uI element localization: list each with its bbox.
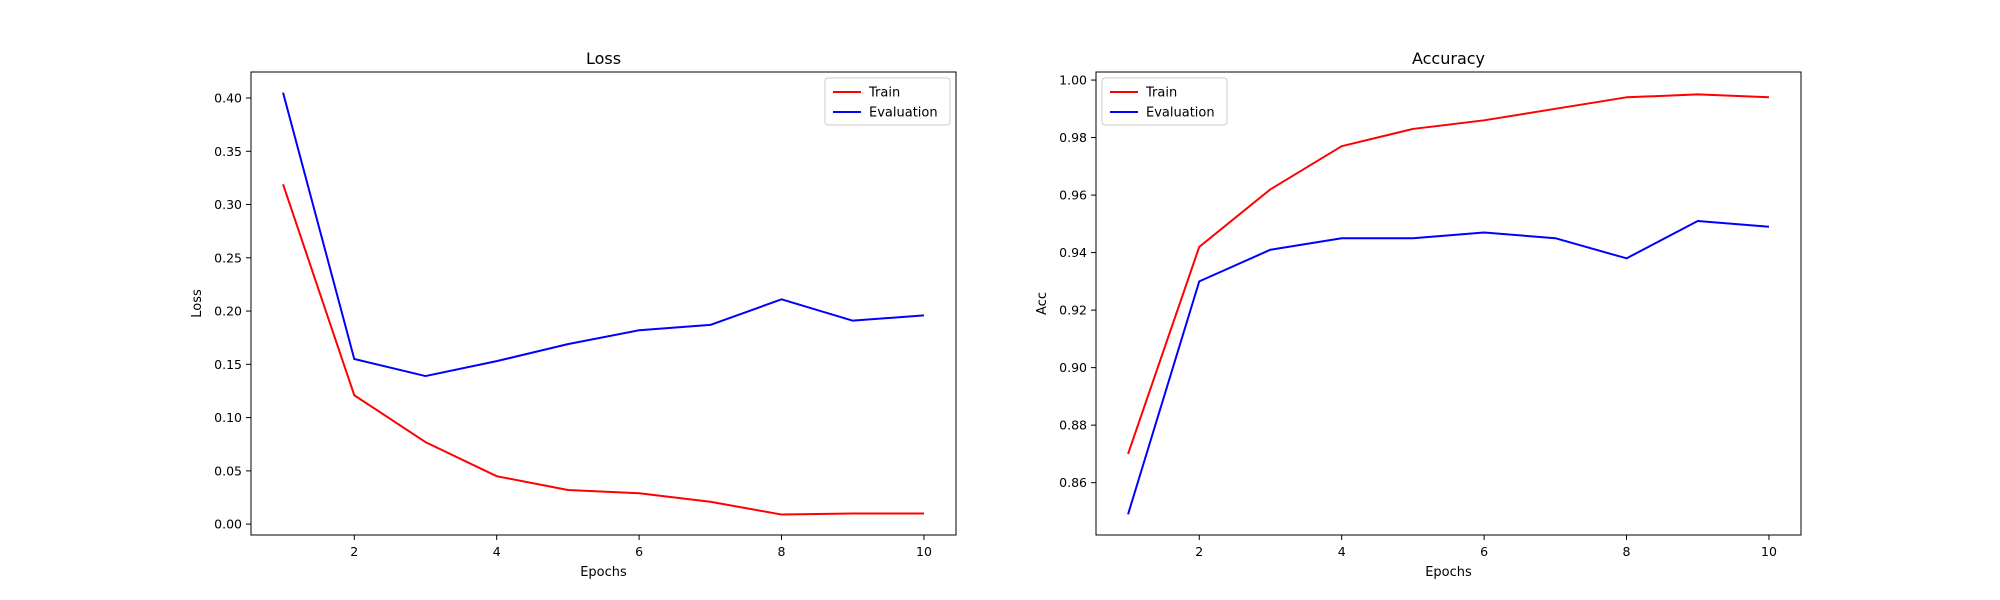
y-tick-label: 0.98: [1059, 130, 1087, 145]
x-tick-label: 8: [1623, 544, 1631, 559]
series-line-1: [1127, 219, 1770, 515]
x-tick-label: 10: [1761, 544, 1777, 559]
y-tick-label: 0.90: [1059, 360, 1087, 375]
legend-label-0: Train: [1145, 86, 1177, 101]
x-tick-label: 2: [1195, 544, 1203, 559]
y-tick-label: 0.10: [214, 410, 242, 425]
y-tick-label: 0.88: [1059, 418, 1087, 433]
x-tick-label: 6: [635, 544, 643, 559]
y-tick-label: 0.86: [1059, 475, 1087, 490]
chart-panel-1: Accuracy 2 4 6 8 10 0.86 0.88 0.90 0.92 0.94 0.96 0.…: [1035, 49, 1802, 580]
series-line-0: [1127, 93, 1769, 455]
x-tick-label: 2: [350, 544, 358, 559]
legend-box: [824, 77, 951, 126]
legend-label-1: Evaluation: [1146, 106, 1215, 121]
y-axis-label: Acc: [1035, 292, 1050, 315]
y-tick-label: 0.92: [1059, 303, 1087, 318]
x-axis-label: Epochs: [580, 565, 627, 580]
legend: Train Evaluation: [1101, 77, 1228, 126]
axes-frame: [1095, 71, 1802, 536]
chart-title: Loss: [586, 49, 621, 68]
x-tick-label: 4: [1338, 544, 1346, 559]
y-axis-label: Loss: [190, 289, 205, 318]
x-tick-label: 6: [1480, 544, 1488, 559]
y-tick-label: 0.00: [214, 517, 242, 532]
series-line-0: [282, 183, 924, 516]
y-tick-label: 1.00: [1059, 73, 1087, 88]
x-tick-label: 10: [916, 544, 932, 559]
x-axis-label: Epochs: [1425, 565, 1472, 580]
series-line-1: [282, 92, 925, 378]
y-tick-label: 0.25: [214, 250, 242, 265]
x-tick-label: 4: [493, 544, 501, 559]
legend-label-1: Evaluation: [869, 106, 938, 121]
y-tick-label: 0.30: [214, 197, 242, 212]
chart-title: Accuracy: [1412, 49, 1485, 68]
y-tick-label: 0.05: [214, 463, 242, 478]
legend: Train Evaluation: [824, 77, 951, 126]
y-tick-label: 0.15: [214, 357, 242, 372]
legend-label-0: Train: [868, 86, 900, 101]
axes-frame: [250, 71, 957, 536]
chart-panel-0: Loss 2 4 6 8 10 0.00 0.05 0.10 0.15 0.20 0.25 0.30 0.…: [190, 49, 957, 580]
y-tick-label: 0.94: [1059, 245, 1087, 260]
y-tick-label: 0.35: [214, 144, 242, 159]
legend-box: [1101, 77, 1228, 126]
y-tick-label: 0.96: [1059, 188, 1087, 203]
x-tick-label: 8: [778, 544, 786, 559]
y-tick-label: 0.40: [214, 90, 242, 105]
y-tick-label: 0.20: [214, 304, 242, 319]
